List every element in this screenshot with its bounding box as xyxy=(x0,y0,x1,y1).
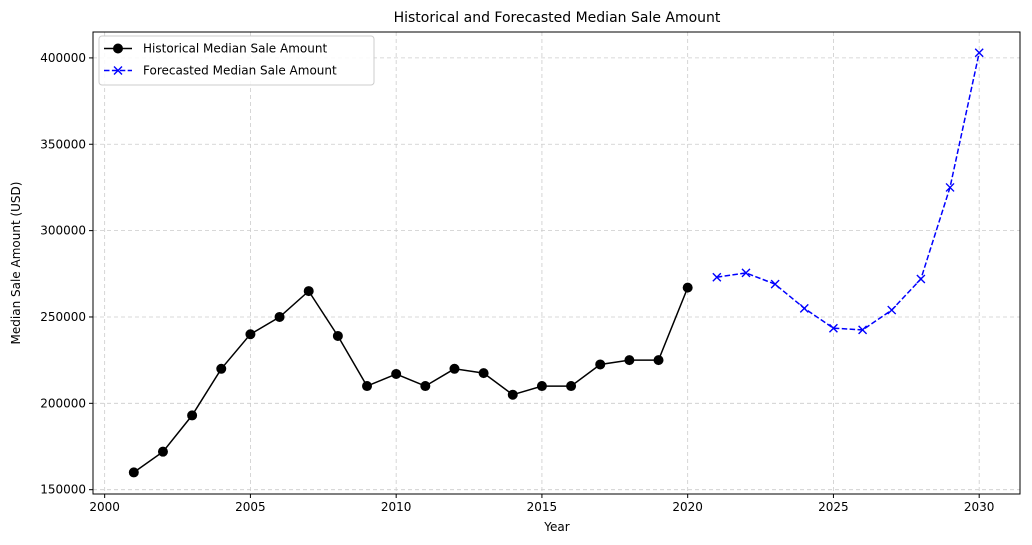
axis-ticks: 2000 2005 2010 2015 2020 2025 2030 150000 200000… xyxy=(40,51,994,514)
data-point xyxy=(624,355,635,366)
x-tick-label: 2025 xyxy=(818,500,849,514)
series-line xyxy=(716,52,980,331)
data-point xyxy=(478,368,489,379)
x-tick-label: 2020 xyxy=(672,500,703,514)
data-point xyxy=(887,305,897,315)
series-2 xyxy=(712,48,984,335)
data-point xyxy=(274,311,285,322)
legend: Historical Median Sale Amount Forecasted … xyxy=(98,35,375,86)
chart-title: Historical and Forecasted Median Sale Am… xyxy=(394,10,721,26)
data-point xyxy=(916,274,926,284)
x-tick-label: 2000 xyxy=(89,500,120,514)
data-point xyxy=(303,286,314,297)
data-point xyxy=(566,381,577,392)
data-point xyxy=(945,182,955,192)
data-point xyxy=(682,282,693,293)
legend-item: Historical Median Sale Amount xyxy=(104,42,327,56)
data-point xyxy=(770,279,780,289)
legend-label: Forecasted Median Sale Amount xyxy=(143,64,337,78)
data-point xyxy=(391,368,402,379)
y-tick-label: 250000 xyxy=(40,310,86,324)
data-point xyxy=(332,330,343,341)
data-point xyxy=(128,467,139,478)
legend-marker xyxy=(113,66,123,75)
data-point xyxy=(449,363,460,374)
data-point xyxy=(828,323,838,333)
data-point xyxy=(741,268,751,278)
series xyxy=(128,48,984,478)
x-tick-label: 2010 xyxy=(381,500,412,514)
legend-marker xyxy=(113,43,123,54)
data-point xyxy=(245,329,256,340)
y-tick-label: 200000 xyxy=(40,396,86,410)
y-tick-label: 300000 xyxy=(40,224,86,238)
y-axis-label: Median Sale Amount (USD) xyxy=(9,182,23,345)
data-point xyxy=(653,355,664,366)
series-1 xyxy=(128,282,693,478)
x-axis-label: Year xyxy=(543,520,569,534)
plot-frame xyxy=(92,31,1021,495)
series-line xyxy=(133,287,689,474)
y-tick-label: 150000 xyxy=(40,483,86,497)
data-point xyxy=(974,48,984,58)
data-point xyxy=(712,272,722,282)
y-tick-label: 350000 xyxy=(40,137,86,151)
x-tick-label: 2005 xyxy=(235,500,266,514)
x-tick-label: 2015 xyxy=(527,500,558,514)
data-point xyxy=(187,410,198,421)
data-point xyxy=(858,325,868,335)
legend-box xyxy=(98,35,375,86)
data-point xyxy=(157,446,168,457)
legend-item: Forecasted Median Sale Amount xyxy=(104,64,337,78)
legend-label: Historical Median Sale Amount xyxy=(143,42,327,56)
data-point xyxy=(595,359,606,370)
grid xyxy=(93,32,1020,494)
y-tick-label: 400000 xyxy=(40,51,86,65)
data-point xyxy=(536,381,547,392)
data-point xyxy=(362,381,373,392)
data-point xyxy=(507,389,518,400)
data-point xyxy=(420,381,431,392)
data-point xyxy=(799,303,809,313)
data-point xyxy=(216,363,227,374)
x-tick-label: 2030 xyxy=(964,500,995,514)
